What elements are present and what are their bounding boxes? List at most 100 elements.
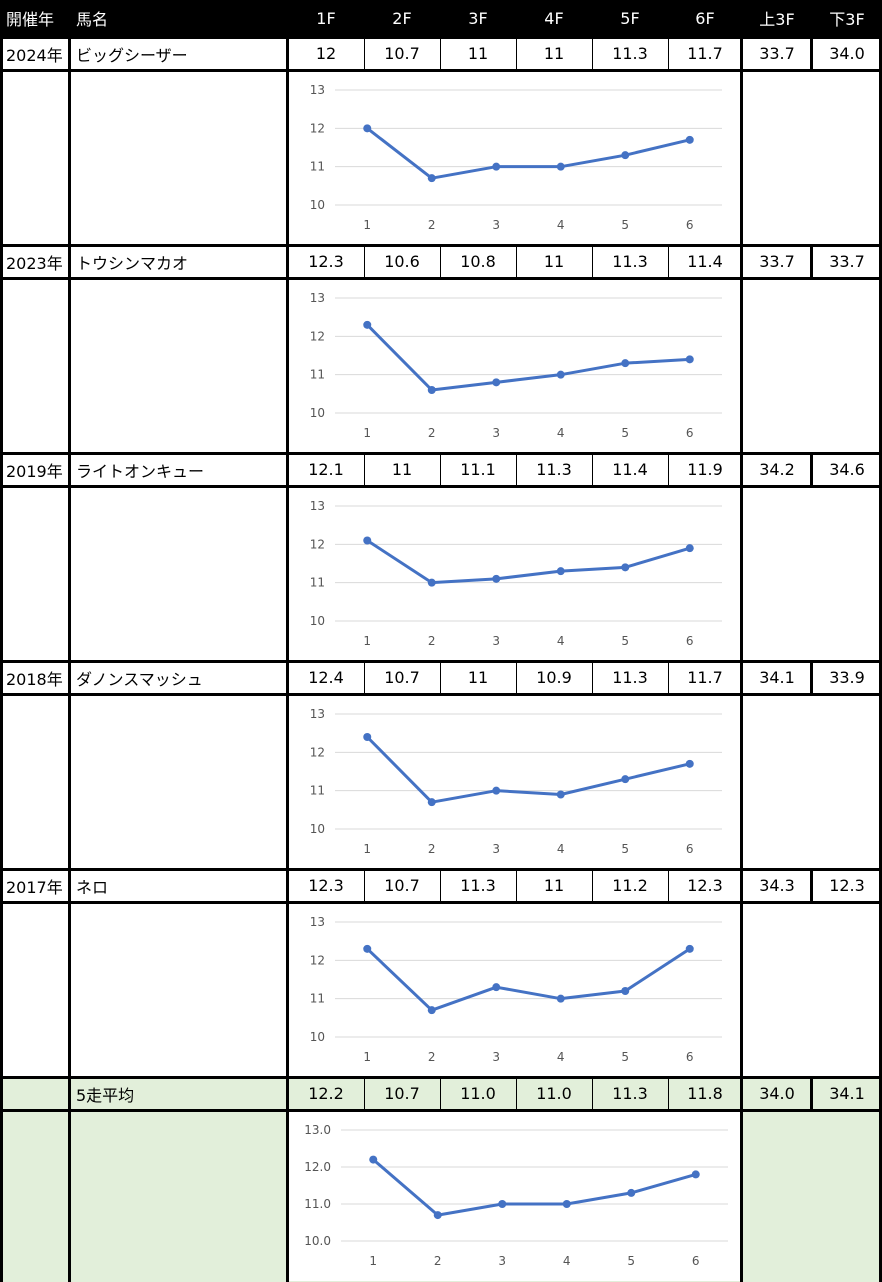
y-tick-label: 13 xyxy=(310,291,325,305)
row-split-6: 11.7 xyxy=(687,668,723,687)
data-point xyxy=(685,759,694,768)
chart-block-divider xyxy=(68,71,71,244)
row-thick-divider xyxy=(68,660,71,695)
data-point xyxy=(685,944,694,953)
row-thick-divider xyxy=(286,660,289,695)
row-first3f: 33.7 xyxy=(759,252,795,271)
x-tick-label: 1 xyxy=(363,842,371,856)
y-tick-label: 12.0 xyxy=(304,1160,331,1174)
x-tick-label: 3 xyxy=(492,218,500,232)
x-tick-label: 3 xyxy=(492,842,500,856)
row-split-2: 10.7 xyxy=(384,668,420,687)
header-year: 開催年 xyxy=(0,0,70,36)
data-point xyxy=(369,1155,378,1164)
row-first3f: 34.2 xyxy=(759,460,795,479)
y-tick-label: 12 xyxy=(310,537,325,551)
chart-block-divider xyxy=(0,903,3,1076)
y-tick-label: 10 xyxy=(310,198,325,212)
row-thin-divider xyxy=(668,244,669,279)
series-line xyxy=(372,1158,697,1217)
row-split-3: 11.3 xyxy=(460,876,496,895)
data-point xyxy=(556,567,565,576)
row-thick-divider xyxy=(68,868,71,903)
row-thin-divider xyxy=(592,660,593,695)
data-point xyxy=(691,1170,700,1179)
y-tick-label: 10 xyxy=(310,614,325,628)
data-point xyxy=(363,124,372,133)
chart-block-divider xyxy=(740,695,743,868)
y-tick-label: 11 xyxy=(310,576,325,590)
header-split-3: 3F xyxy=(440,0,516,36)
data-point xyxy=(363,944,372,953)
row-first3f: 34.0 xyxy=(742,1076,812,1111)
row-split-2: 10.7 xyxy=(364,1076,440,1111)
row-split-2: 10.7 xyxy=(384,44,420,63)
x-tick-label: 1 xyxy=(369,1254,377,1268)
row-split-5: 11.2 xyxy=(612,876,648,895)
x-tick-label: 4 xyxy=(557,426,565,440)
chart-block-divider xyxy=(286,695,289,868)
row-thick-divider xyxy=(810,660,813,695)
row-split-4: 11 xyxy=(543,44,565,63)
row-thin-divider xyxy=(364,36,365,71)
data-point xyxy=(492,983,501,992)
data-point xyxy=(492,786,501,795)
row-split-6: 12.3 xyxy=(687,876,723,895)
data-point xyxy=(363,733,372,741)
row-bottom-border xyxy=(0,901,882,904)
y-tick-label: 12 xyxy=(310,953,325,967)
row-right-border xyxy=(879,1076,882,1282)
row-thin-divider xyxy=(592,868,593,903)
row-thin-divider xyxy=(516,660,517,695)
row-last3f: 34.6 xyxy=(829,460,865,479)
row-bottom-border xyxy=(0,1109,882,1112)
x-tick-label: 1 xyxy=(363,426,371,440)
row-thick-divider xyxy=(0,36,3,71)
row-thin-divider xyxy=(668,1076,669,1111)
row-thick-divider xyxy=(286,1076,289,1111)
x-tick-label: 6 xyxy=(686,218,694,232)
row-split-2: 10.7 xyxy=(384,876,420,895)
row-thick-divider xyxy=(68,452,71,487)
data-point xyxy=(556,370,565,379)
row-thick-divider xyxy=(810,36,813,71)
x-tick-label: 5 xyxy=(627,1254,635,1268)
y-tick-label: 12 xyxy=(310,121,325,135)
series-line xyxy=(366,947,691,1012)
row-thin-divider xyxy=(440,244,441,279)
row-split-5: 11.4 xyxy=(612,460,648,479)
row-thick-divider xyxy=(810,452,813,487)
row-thick-divider xyxy=(740,660,743,695)
data-point xyxy=(492,162,501,171)
row-thin-divider xyxy=(364,868,365,903)
x-tick-label: 2 xyxy=(428,634,436,648)
chart-block-divider xyxy=(286,903,289,1076)
x-tick-label: 2 xyxy=(428,426,436,440)
row-bottom-border xyxy=(0,693,882,696)
row-horse-name: ビッグシーザー xyxy=(76,45,188,65)
x-tick-label: 2 xyxy=(428,218,436,232)
chart-block-divider xyxy=(68,487,71,660)
header-split-1: 1F xyxy=(288,0,364,36)
x-tick-label: 1 xyxy=(363,218,371,232)
data-point xyxy=(492,378,501,387)
x-tick-label: 2 xyxy=(434,1254,442,1268)
x-tick-label: 3 xyxy=(498,1254,506,1268)
y-tick-label: 13 xyxy=(310,707,325,721)
row-split-1: 12.2 xyxy=(288,1076,364,1111)
row-split-4: 10.9 xyxy=(536,668,572,687)
row-thin-divider xyxy=(364,660,365,695)
row-thin-divider xyxy=(516,1076,517,1111)
chart-block-divider xyxy=(68,1111,71,1282)
x-tick-label: 1 xyxy=(363,1050,371,1064)
x-tick-label: 6 xyxy=(686,842,694,856)
chart-block-divider xyxy=(0,1111,3,1282)
row-split-5: 11.3 xyxy=(612,252,648,271)
data-point xyxy=(556,994,565,1003)
data-point xyxy=(492,574,501,583)
row-last3f: 12.3 xyxy=(829,876,865,895)
row-right-border xyxy=(879,660,882,868)
row-thin-divider xyxy=(592,452,593,487)
x-tick-label: 5 xyxy=(621,426,629,440)
